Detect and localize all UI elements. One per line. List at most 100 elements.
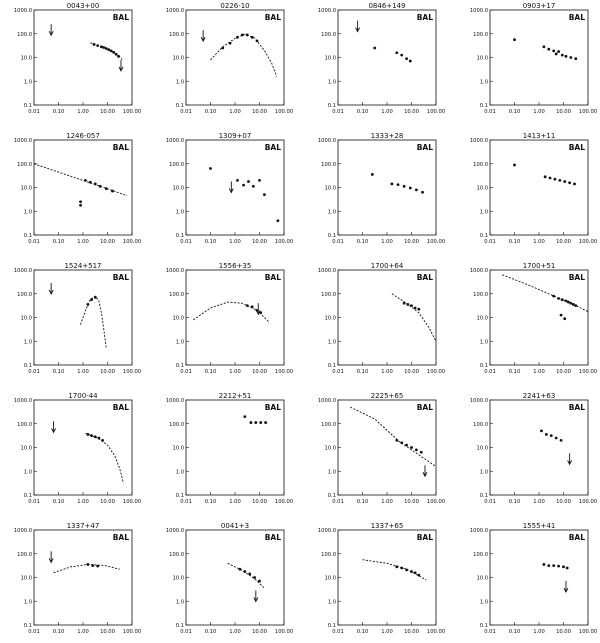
y-tick-label: 100.0 <box>473 422 488 428</box>
y-tick-label: 1000.0 <box>166 8 184 14</box>
data-point <box>419 450 423 454</box>
x-tick-label: 0.01 <box>484 629 496 635</box>
panel-title: 1556+35 <box>219 262 252 270</box>
y-tick-label: 0.1 <box>176 623 184 629</box>
data-point <box>415 188 418 192</box>
data-point <box>569 56 573 59</box>
data-point <box>242 183 245 187</box>
y-tick-label: 0.1 <box>328 493 336 499</box>
y-tick-label: 100.0 <box>17 162 32 168</box>
y-tick-label: 0.1 <box>328 233 336 239</box>
panel-title: 1413+11 <box>523 132 556 140</box>
panel-title: 1246-057 <box>66 132 100 140</box>
panel-title: 1337+65 <box>371 522 404 530</box>
data-point <box>92 43 96 46</box>
x-tick-label: 100.00 <box>275 499 293 505</box>
y-tick-label: 100.0 <box>17 292 32 298</box>
data-point <box>408 59 412 63</box>
panel-title: 1333+28 <box>371 132 404 140</box>
data-point <box>93 182 97 186</box>
y-tick-label: 1.0 <box>328 79 336 85</box>
y-tick-label: 0.1 <box>328 623 336 629</box>
x-tick-label: 100.00 <box>579 109 597 115</box>
model-curve <box>350 406 437 467</box>
data-point <box>395 438 399 442</box>
data-point <box>559 313 563 317</box>
y-tick-label: 1.0 <box>328 339 336 345</box>
x-tick-label: 0.01 <box>332 629 344 635</box>
data-point <box>243 570 247 573</box>
data-point <box>238 567 242 571</box>
x-tick-label: 0.10 <box>357 239 369 245</box>
chart-panel: 0903+17 BAL 0.01 0.10 1.00 10.00 100.00 0.1 1.0 1… <box>470 2 597 115</box>
chart-panel: 1309+07 BAL 0.01 0.10 1.00 10.00 100.00 0.1 1.0 1… <box>166 132 293 245</box>
x-tick-label: 100.00 <box>123 109 141 115</box>
data-point <box>552 564 556 568</box>
bal-label: BAL <box>113 533 130 542</box>
data-point <box>84 178 87 182</box>
x-tick-label: 100.00 <box>123 629 141 635</box>
upper-limit-head <box>48 289 54 296</box>
panel-title: 1555+41 <box>523 522 556 530</box>
data-point <box>90 298 93 302</box>
data-point <box>240 33 244 37</box>
y-tick-label: 0.1 <box>480 103 488 109</box>
bal-label: BAL <box>265 273 282 282</box>
y-tick-label: 1000.0 <box>166 268 184 274</box>
bal-label: BAL <box>417 13 434 22</box>
upper-limit-head <box>200 36 206 43</box>
x-tick-label: 100.00 <box>427 369 445 375</box>
y-tick-label: 1.0 <box>176 209 184 215</box>
upper-limit-head <box>51 428 57 434</box>
chart-panel: 2225+65 BAL 0.01 0.10 1.00 10.00 100.00 0.1 1.0 1… <box>318 392 445 505</box>
data-point <box>406 303 410 306</box>
data-point <box>400 441 404 445</box>
x-tick-label: 100.00 <box>427 629 445 635</box>
x-tick-label: 0.01 <box>332 499 344 505</box>
y-tick-label: 10.0 <box>20 56 32 62</box>
model-curve <box>33 163 128 197</box>
chart-panel: 1337+65 BAL 0.01 0.10 1.00 10.00 100.00 0.1 1.0 1… <box>318 522 445 635</box>
y-tick-label: 1.0 <box>24 599 32 605</box>
x-tick-label: 10.00 <box>556 499 571 505</box>
data-point <box>405 568 408 572</box>
data-point <box>542 45 546 49</box>
panel-title: 0846+149 <box>368 2 405 10</box>
data-point <box>565 566 569 570</box>
x-tick-label: 1.00 <box>77 499 89 505</box>
data-point <box>405 57 408 61</box>
x-tick-label: 1.00 <box>229 499 241 505</box>
x-tick-label: 1.00 <box>381 239 393 245</box>
x-tick-label: 1.00 <box>533 109 545 115</box>
panel-title: 0226-10 <box>220 2 249 10</box>
y-tick-label: 100.0 <box>321 32 336 38</box>
data-point <box>554 436 558 440</box>
x-tick-label: 0.10 <box>53 109 65 115</box>
x-tick-label: 10.00 <box>252 369 267 375</box>
x-tick-label: 1.00 <box>381 109 393 115</box>
data-point <box>254 421 258 424</box>
data-point <box>112 50 116 54</box>
panel-title: 1337+47 <box>67 522 100 530</box>
y-tick-label: 0.1 <box>480 363 488 369</box>
x-tick-label: 0.10 <box>509 369 521 375</box>
x-tick-label: 10.00 <box>404 499 419 505</box>
data-point <box>97 436 101 440</box>
panel-title: 1700-44 <box>68 392 98 400</box>
y-tick-label: 10.0 <box>172 576 184 582</box>
x-tick-label: 0.01 <box>484 499 496 505</box>
x-tick-label: 0.10 <box>53 369 65 375</box>
y-tick-label: 10.0 <box>20 576 32 582</box>
y-tick-label: 100.0 <box>17 552 32 558</box>
bal-label: BAL <box>569 13 586 22</box>
panel-frame <box>337 529 437 626</box>
x-tick-label: 10.00 <box>556 629 571 635</box>
bal-label: BAL <box>113 143 130 152</box>
panel-title: 0041+3 <box>221 522 249 530</box>
data-point <box>107 48 111 52</box>
data-point <box>569 301 573 305</box>
x-tick-label: 10.00 <box>100 369 115 375</box>
x-tick-label: 100.00 <box>427 239 445 245</box>
panel-title: 0903+17 <box>523 2 556 10</box>
y-tick-label: 0.1 <box>176 103 184 109</box>
